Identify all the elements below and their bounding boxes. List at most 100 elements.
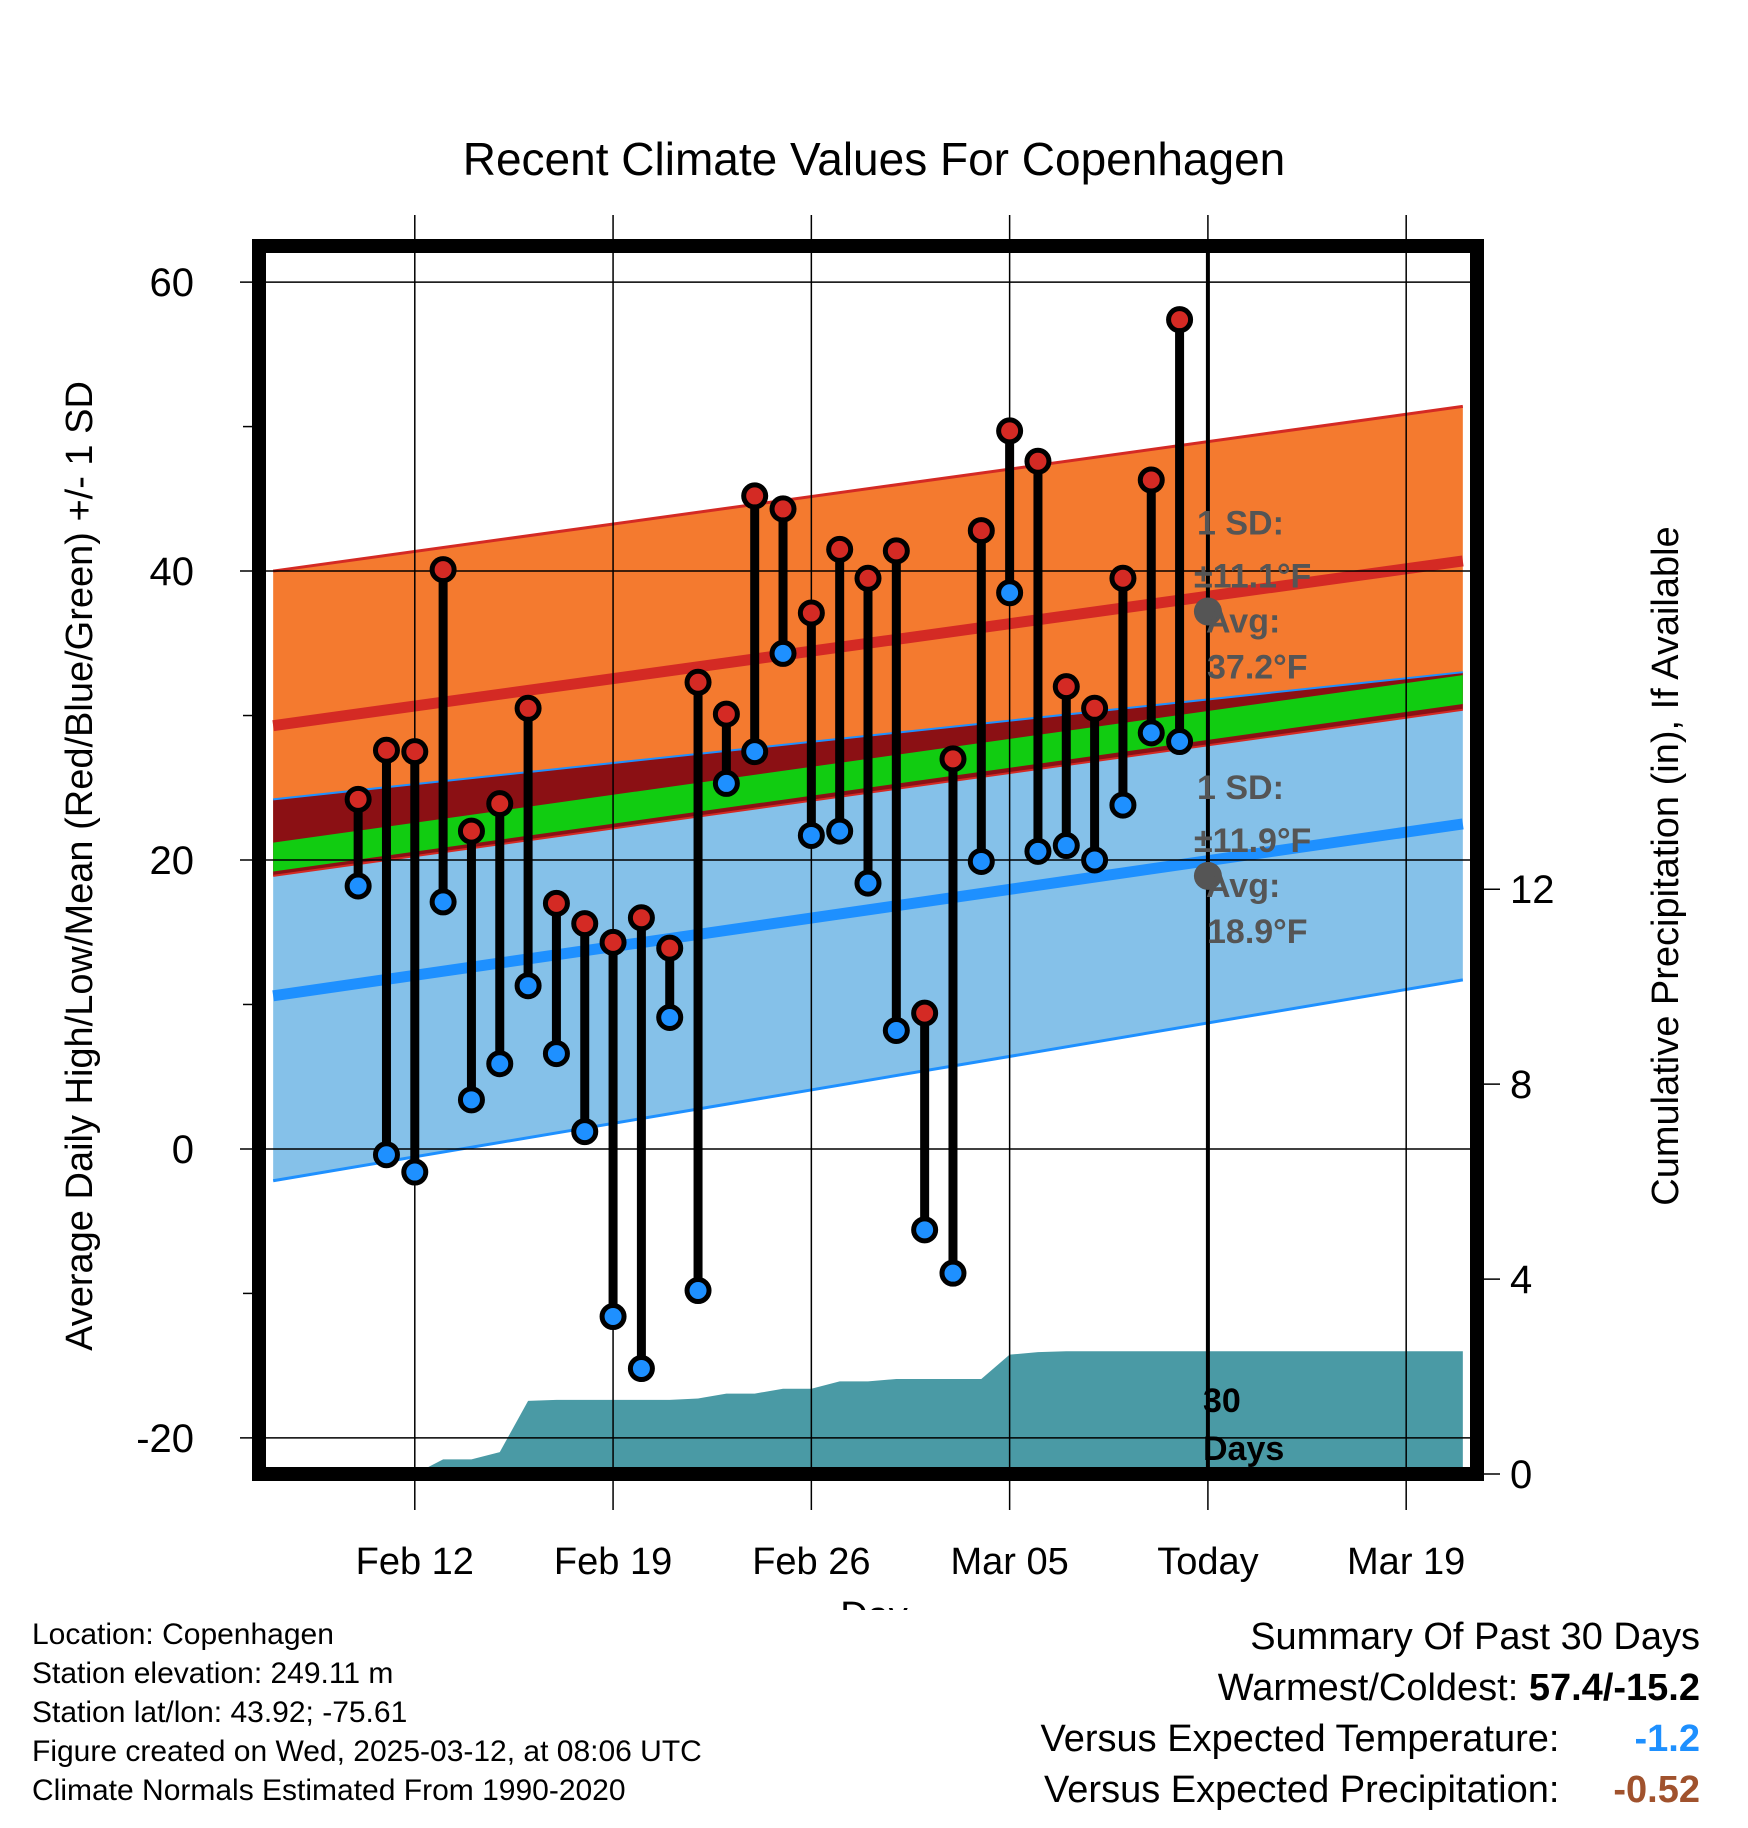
low-point — [882, 1016, 910, 1044]
high-point — [372, 736, 400, 764]
y-tick-label: -20 — [136, 1417, 194, 1461]
summary-panel: Summary Of Past 30 Days Warmest/Coldest:… — [1041, 1612, 1700, 1816]
high-point — [741, 482, 769, 510]
high-point — [996, 417, 1024, 445]
high-point — [1109, 564, 1137, 592]
y-tick-label: 20 — [150, 839, 195, 883]
high-point — [684, 668, 712, 696]
low-point — [486, 1050, 514, 1078]
low-point — [1109, 791, 1137, 819]
low-point — [741, 738, 769, 766]
low-point — [911, 1216, 939, 1244]
high-point — [599, 928, 627, 956]
x-tick-label: Feb 12 — [356, 1541, 474, 1583]
low-point — [401, 1158, 429, 1186]
x-tick-label: Feb 26 — [752, 1541, 870, 1583]
low-point — [514, 972, 542, 1000]
precip-area — [273, 1351, 1463, 1474]
precip-row: Versus Expected Precipitation: -0.52 — [1041, 1765, 1700, 1816]
x-axis-label: Day — [840, 1595, 908, 1610]
precip-value: -0.52 — [1613, 1769, 1700, 1811]
high-point — [1024, 447, 1052, 475]
y-tick-label: 0 — [172, 1128, 194, 1172]
high-point — [854, 564, 882, 592]
low-point — [967, 847, 995, 875]
y-tick-label: 40 — [150, 550, 195, 594]
low-point — [542, 1040, 570, 1068]
low-point — [1166, 728, 1194, 756]
low-point — [1137, 719, 1165, 747]
high-point — [882, 537, 910, 565]
x-tick-label: Today — [1157, 1541, 1258, 1583]
low-point — [429, 888, 457, 916]
precip-label: Versus Expected Precipitation: — [1044, 1769, 1560, 1811]
plot-frame — [252, 239, 1484, 1481]
high-point — [1081, 694, 1109, 722]
temp-label: Versus Expected Temperature: — [1040, 1718, 1560, 1760]
low-sd-label: 1 SD: — [1197, 769, 1284, 807]
y2-tick-label: 0 — [1510, 1453, 1532, 1497]
high-point — [939, 745, 967, 773]
high-point — [656, 934, 684, 962]
temp-row: Versus Expected Temperature: -1.2 — [1041, 1714, 1700, 1765]
high-point — [344, 785, 372, 813]
low-avg-value: 18.9°F — [1207, 913, 1308, 951]
low-point — [1081, 846, 1109, 874]
low-sd-value: ±11.9°F — [1194, 822, 1311, 860]
high-point — [1052, 673, 1080, 701]
low-point — [769, 639, 797, 667]
low-avg-label: Avg: — [1206, 867, 1280, 905]
plot-area: 1 SD: ±11.1°F Avg: 37.2°F 1 SD: ±11.9°F Avg: 18… — [136, 215, 1555, 1583]
low-point — [826, 817, 854, 845]
temp-value: -1.2 — [1634, 1718, 1700, 1760]
low-point — [1052, 832, 1080, 860]
low-point — [457, 1086, 485, 1114]
low-point — [599, 1303, 627, 1331]
summary-title: Summary Of Past 30 Days — [1250, 1616, 1700, 1658]
low-point — [684, 1277, 712, 1305]
low-point — [571, 1118, 599, 1146]
high-point — [627, 904, 655, 932]
station-info: Location: Copenhagen Station elevation: … — [32, 1615, 702, 1810]
days-label-number: 30 — [1203, 1382, 1241, 1420]
high-sd-upper-line — [272, 404, 1464, 573]
high-point — [769, 495, 797, 523]
y2-tick-label: 4 — [1510, 1258, 1532, 1302]
high-point — [1137, 466, 1165, 494]
high-point — [712, 700, 740, 728]
low-point — [656, 1003, 684, 1031]
high-avg-value: 37.2°F — [1207, 649, 1308, 687]
low-point — [854, 869, 882, 897]
warmest-coldest-row: Warmest/Coldest: 57.4/-15.2 — [1041, 1663, 1700, 1714]
x-tick-label: Mar 19 — [1347, 1541, 1465, 1583]
created-text: Figure created on Wed, 2025-03-12, at 08… — [32, 1735, 702, 1768]
high-sd-value: ±11.1°F — [1194, 558, 1311, 596]
high-point — [401, 738, 429, 766]
low-point — [1024, 837, 1052, 865]
high-point — [1166, 306, 1194, 334]
y-tick-label: 60 — [150, 261, 195, 305]
low-point — [939, 1259, 967, 1287]
low-point — [712, 769, 740, 797]
high-point — [797, 599, 825, 627]
high-point — [571, 910, 599, 938]
y2-axis-label: Cumulative Precipitation (in), If Availa… — [1645, 526, 1687, 1205]
high-avg-label: Avg: — [1206, 603, 1280, 641]
high-point — [967, 517, 995, 545]
high-point — [514, 694, 542, 722]
high-point — [826, 535, 854, 563]
low-avg-marker — [1193, 861, 1222, 890]
low-point — [344, 872, 372, 900]
warmest-coldest-value: 57.4/-15.2 — [1528, 1667, 1700, 1709]
high-avg-marker — [1193, 597, 1222, 626]
low-sd-lower-line — [272, 978, 1464, 1183]
normals-text: Climate Normals Estimated From 1990-2020 — [32, 1774, 626, 1807]
high-point — [486, 790, 514, 818]
high-point — [911, 999, 939, 1027]
days-label-text: Days — [1203, 1430, 1284, 1468]
y2-tick-label: 8 — [1510, 1063, 1532, 1107]
high-point — [457, 817, 485, 845]
y-axis-label: Average Daily High/Low/Mean (Red/Blue/Gr… — [59, 381, 101, 1351]
low-point — [996, 579, 1024, 607]
warmest-coldest-label: Warmest/Coldest: — [1217, 1667, 1519, 1709]
